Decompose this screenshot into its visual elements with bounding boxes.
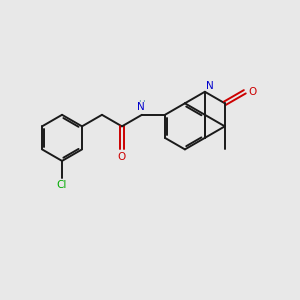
Text: O: O xyxy=(248,87,257,97)
Text: H: H xyxy=(139,100,145,109)
Text: Cl: Cl xyxy=(57,180,67,190)
Text: N: N xyxy=(137,102,145,112)
Text: N: N xyxy=(206,81,214,91)
Text: O: O xyxy=(118,152,126,162)
